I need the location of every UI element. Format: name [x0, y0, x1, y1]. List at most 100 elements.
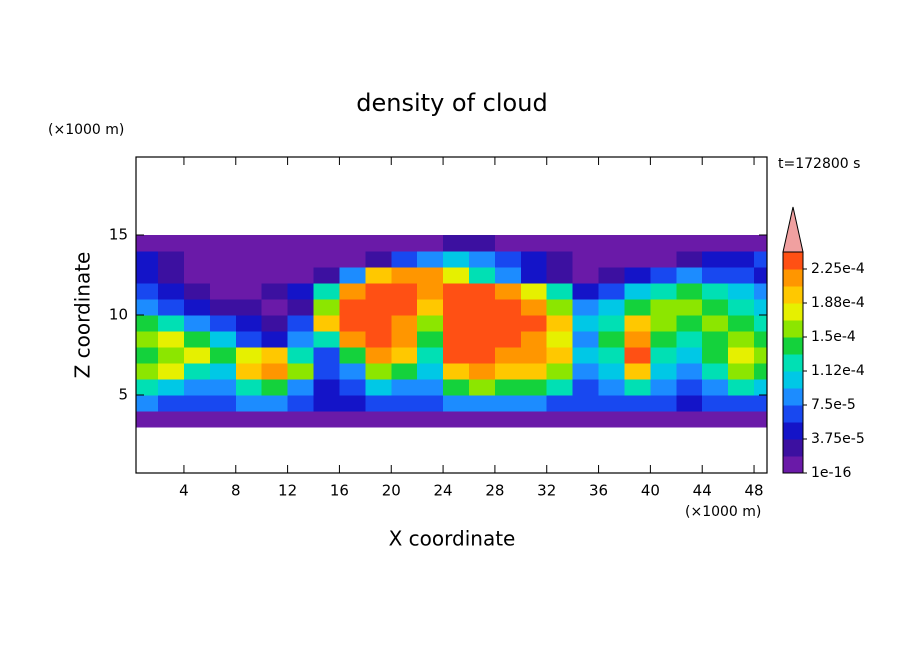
cell — [158, 347, 185, 364]
cell — [287, 411, 315, 428]
cell — [235, 347, 263, 364]
cell — [136, 347, 159, 364]
cell — [443, 299, 470, 316]
cell — [339, 331, 366, 348]
cell — [209, 283, 237, 300]
cell — [391, 379, 418, 396]
colorbar-tick-label: 2.25e-4 — [811, 261, 865, 277]
cell — [183, 395, 211, 412]
cell — [339, 283, 366, 300]
cell — [339, 267, 366, 284]
cell — [754, 363, 767, 380]
cell — [728, 395, 755, 412]
cell — [468, 363, 496, 380]
cell — [339, 315, 366, 332]
cell — [468, 331, 496, 348]
cell — [313, 331, 340, 348]
colorbar-tick-label: 1.5e-4 — [811, 329, 856, 345]
cell — [520, 283, 548, 300]
cell — [520, 299, 548, 316]
cell — [391, 395, 418, 412]
x-tick-label: 12 — [278, 482, 297, 500]
cell — [702, 395, 729, 412]
colorbar-tick-label: 3.75e-5 — [811, 431, 865, 447]
cell — [287, 235, 315, 252]
cell — [468, 411, 496, 428]
x-tick-label: 24 — [434, 482, 453, 500]
cell — [728, 363, 755, 380]
cell — [235, 411, 263, 428]
cell — [598, 315, 625, 332]
cell — [520, 379, 548, 396]
cell — [313, 299, 340, 316]
cell — [728, 379, 755, 396]
cell — [136, 315, 159, 332]
cell — [546, 283, 574, 300]
cell — [494, 331, 522, 348]
cell — [572, 267, 600, 284]
cell — [702, 347, 729, 364]
cell — [391, 411, 418, 428]
x-tick-label: 36 — [589, 482, 608, 500]
cell — [183, 363, 211, 380]
cell — [728, 267, 755, 284]
cell — [546, 379, 574, 396]
cell — [235, 331, 263, 348]
cell — [546, 315, 574, 332]
colorbar-band — [783, 303, 803, 321]
cell — [728, 299, 755, 316]
cell — [624, 347, 651, 364]
cell — [494, 251, 522, 268]
cell — [676, 267, 703, 284]
cell — [261, 283, 289, 300]
cell — [494, 267, 522, 284]
cell — [313, 411, 340, 428]
chart-title: density of cloud — [356, 89, 547, 117]
colorbar-band — [783, 371, 803, 389]
cell — [313, 379, 340, 396]
cell — [754, 267, 767, 284]
cell — [702, 283, 729, 300]
cell — [209, 251, 237, 268]
cell — [183, 299, 211, 316]
cell — [650, 251, 677, 268]
cell — [339, 235, 366, 252]
time-label: t=172800 s — [778, 156, 860, 172]
cell — [468, 395, 496, 412]
cell — [598, 251, 625, 268]
cell — [365, 235, 392, 252]
cell — [598, 379, 625, 396]
x-tick-label: 40 — [641, 482, 660, 500]
cell — [365, 331, 392, 348]
cell — [702, 299, 729, 316]
cell — [443, 395, 470, 412]
cell — [494, 283, 522, 300]
cell — [624, 315, 651, 332]
cell — [365, 315, 392, 332]
cell — [754, 235, 767, 252]
cell — [417, 347, 444, 364]
cell — [158, 299, 185, 316]
cell — [339, 363, 366, 380]
cell — [443, 331, 470, 348]
cell — [468, 267, 496, 284]
cell — [520, 395, 548, 412]
cell — [183, 283, 211, 300]
cell — [391, 315, 418, 332]
cell — [287, 363, 315, 380]
cell — [183, 379, 211, 396]
cell — [158, 267, 185, 284]
cell — [676, 411, 703, 428]
cell — [650, 331, 677, 348]
cell — [650, 379, 677, 396]
x-tick-label: 20 — [382, 482, 401, 500]
cell — [261, 411, 289, 428]
colorbar-tick-label: 1.88e-4 — [811, 295, 865, 311]
cell — [702, 315, 729, 332]
cell — [209, 315, 237, 332]
cell — [183, 235, 211, 252]
cell — [183, 331, 211, 348]
cell — [468, 235, 496, 252]
cell — [494, 379, 522, 396]
cell — [339, 347, 366, 364]
